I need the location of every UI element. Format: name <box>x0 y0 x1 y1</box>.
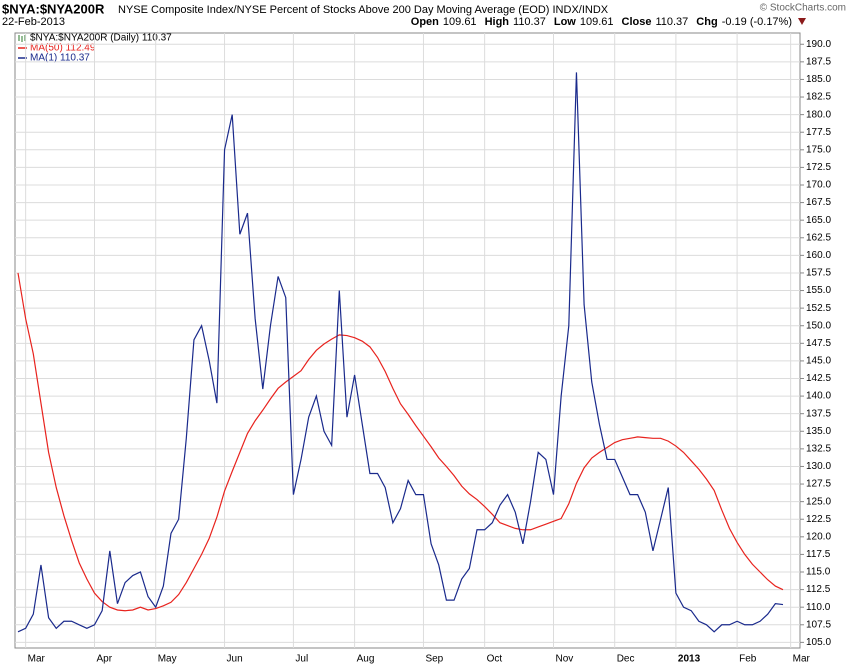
y-tick-label: 157.5 <box>806 268 831 279</box>
x-tick-label: Mar <box>28 654 46 665</box>
y-tick-label: 170.0 <box>806 180 831 191</box>
quote-value: -0.19 (-0.17%) <box>722 16 792 28</box>
chart-subtitle: NYSE Composite Index/NYSE Percent of Sto… <box>118 4 609 16</box>
y-tick-label: 160.0 <box>806 250 831 261</box>
y-tick-label: 107.5 <box>806 619 831 630</box>
y-tick-label: 187.5 <box>806 56 831 67</box>
y-tick-label: 137.5 <box>806 408 831 419</box>
y-tick-label: 140.0 <box>806 391 831 402</box>
legend-label: MA(1) 110.37 <box>30 53 90 64</box>
date: 22-Feb-2013 <box>2 16 65 28</box>
y-tick-label: 180.0 <box>806 109 831 120</box>
y-tick-label: 132.5 <box>806 444 831 455</box>
quote-value: 109.61 <box>443 16 477 28</box>
series-line <box>17 72 784 633</box>
x-tick-label: Aug <box>357 654 375 665</box>
legend-label: $NYA:$NYA200R (Daily) 110.37 <box>30 33 172 44</box>
y-tick-label: 162.5 <box>806 232 831 243</box>
change-arrow <box>798 18 806 25</box>
watermark: © StockCharts.com <box>760 3 846 14</box>
y-tick-label: 130.0 <box>806 461 831 472</box>
y-tick-label: 182.5 <box>806 92 831 103</box>
x-tick-label: Apr <box>97 654 113 665</box>
quote-value: 110.37 <box>513 16 546 28</box>
x-tick-label: Sep <box>425 654 443 665</box>
quote-value: 110.37 <box>655 16 688 28</box>
quote-label: High <box>485 16 510 28</box>
y-tick-label: 190.0 <box>806 39 831 50</box>
y-tick-label: 117.5 <box>806 549 831 560</box>
y-tick-label: 105.0 <box>806 637 831 648</box>
y-tick-label: 147.5 <box>806 338 831 349</box>
y-tick-label: 185.0 <box>806 74 831 85</box>
y-tick-label: 115.0 <box>806 567 831 578</box>
x-tick-label: May <box>158 654 177 665</box>
x-tick-label: Mar <box>793 654 811 665</box>
legend-label: MA(50) 112.49 <box>30 43 96 54</box>
y-tick-label: 142.5 <box>806 373 831 384</box>
y-tick-label: 122.5 <box>806 514 831 525</box>
quote-label: Open <box>411 16 439 28</box>
x-tick-label: Jun <box>227 654 243 665</box>
x-tick-label: Oct <box>487 654 503 665</box>
y-tick-label: 145.0 <box>806 356 831 367</box>
y-tick-label: 155.0 <box>806 285 831 296</box>
legend-icon <box>18 35 26 42</box>
grid <box>15 33 800 648</box>
quote-label: Chg <box>696 16 717 28</box>
chart-title: $NYA:$NYA200R <box>2 1 105 16</box>
y-tick-label: 152.5 <box>806 303 831 314</box>
y-tick-label: 172.5 <box>806 162 831 173</box>
x-tick-label: 2013 <box>678 654 701 665</box>
legend: $NYA:$NYA200R (Daily) 110.37 MA(50) 112.… <box>18 33 172 64</box>
x-tick-label: Nov <box>556 654 574 665</box>
y-tick-label: 175.0 <box>806 144 831 155</box>
y-tick-label: 167.5 <box>806 197 831 208</box>
y-tick-label: 127.5 <box>806 479 831 490</box>
y-tick-label: 110.0 <box>806 602 831 613</box>
y-tick-label: 165.0 <box>806 215 831 226</box>
quote-value: 109.61 <box>580 16 614 28</box>
y-tick-label: 125.0 <box>806 496 831 507</box>
quote-label: Close <box>622 16 652 28</box>
y-tick-label: 150.0 <box>806 320 831 331</box>
x-tick-label: Dec <box>617 654 635 665</box>
y-tick-label: 112.5 <box>806 584 831 595</box>
quote: Open 109.61 High 110.37 Low 109.61 Close 110.37… <box>411 16 792 28</box>
y-tick-label: 177.5 <box>806 127 831 138</box>
x-tick-label: Feb <box>739 654 757 665</box>
series-line <box>17 272 784 612</box>
plot-frame <box>14 32 801 649</box>
y-tick-label: 135.0 <box>806 426 831 437</box>
quote-label: Low <box>554 16 576 28</box>
y-tick-label: 120.0 <box>806 531 831 542</box>
x-tick-label: Jul <box>295 654 308 665</box>
